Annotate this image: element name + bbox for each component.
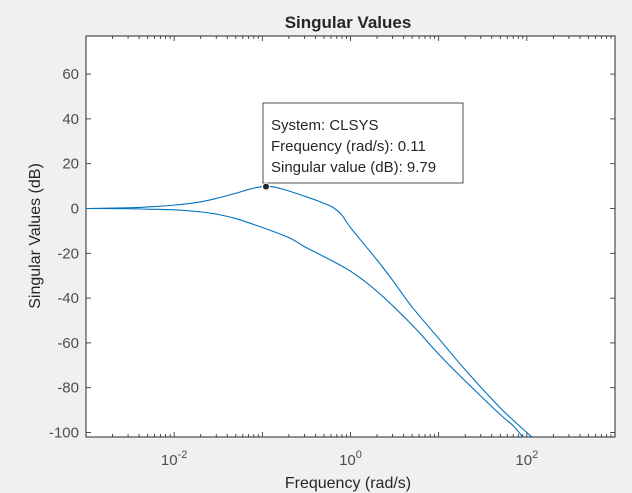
y-tick-label: -100 bbox=[49, 425, 79, 442]
y-tick-label: -40 bbox=[57, 290, 79, 307]
axis-tick-labels: -100 -80 -60 -40 -20 0 20 40 60 10-2 100 102 bbox=[49, 66, 538, 469]
chart-title: Singular Values bbox=[285, 13, 412, 32]
series-line-1 bbox=[86, 186, 533, 437]
series-line-2 bbox=[86, 207, 524, 437]
plot-area bbox=[85, 35, 616, 438]
datatip-singular-value: Singular value (dB): 9.79 bbox=[271, 159, 436, 176]
x-tick-label: 100 bbox=[339, 449, 362, 469]
y-tick-label: 0 bbox=[71, 200, 79, 217]
datatip-system: System: CLSYS bbox=[271, 117, 379, 134]
y-tick-label: -20 bbox=[57, 245, 79, 262]
y-tick-label: 60 bbox=[62, 66, 79, 83]
datatip-marker[interactable] bbox=[261, 182, 270, 191]
y-tick-label: -80 bbox=[57, 380, 79, 397]
y-axis-label: Singular Values (dB) bbox=[27, 163, 44, 309]
y-tick-label: 20 bbox=[62, 156, 79, 173]
axis-ticks bbox=[85, 36, 616, 437]
datatip-box[interactable] bbox=[262, 102, 464, 184]
x-tick-label: 10-2 bbox=[161, 449, 187, 469]
x-tick-label: 102 bbox=[515, 449, 538, 469]
y-tick-label: -60 bbox=[57, 335, 79, 352]
x-axis-label: Frequency (rad/s) bbox=[285, 475, 411, 492]
datatip[interactable]: System: CLSYS Frequency (rad/s): 0.11 Si… bbox=[261, 102, 464, 191]
datatip-frequency: Frequency (rad/s): 0.11 bbox=[271, 138, 426, 155]
y-tick-label: 40 bbox=[62, 111, 79, 128]
series-lines bbox=[86, 186, 533, 437]
